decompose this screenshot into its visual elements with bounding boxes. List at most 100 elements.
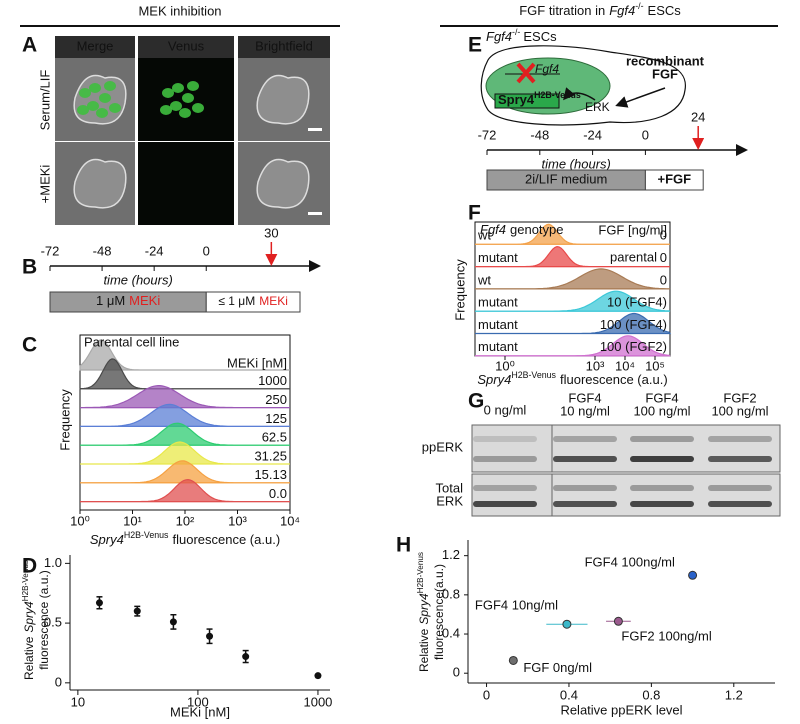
time-tick-label: -24 — [145, 243, 164, 258]
phase-bar — [49, 291, 207, 313]
blot-band — [473, 485, 537, 491]
legend-label: 125 — [265, 411, 287, 426]
blot-band — [553, 436, 617, 442]
reporter-label-part: Spry4 — [498, 92, 535, 107]
row-genotype: wt — [477, 228, 491, 243]
section-title-part: ESCs — [648, 3, 682, 18]
y-axis-label: Relative Spry4H2B-Venus — [416, 552, 432, 672]
nucleus — [182, 93, 194, 103]
blot-band — [553, 456, 617, 462]
fgf-header: FGF [ng/ml] — [598, 222, 667, 237]
gene-label: Fgf4 — [535, 62, 559, 76]
ligand-arrow — [615, 87, 666, 108]
x-tick-label: 0.4 — [560, 687, 578, 702]
x-tick-label: 10³ — [228, 513, 247, 528]
blot-band — [473, 436, 537, 442]
panel-letter: A — [22, 34, 37, 57]
section-title-part: FGF titration in — [519, 3, 605, 18]
cell-outline — [256, 74, 310, 125]
lane-label: FGF4 — [568, 390, 601, 405]
row-fgf: 0 — [660, 272, 667, 287]
x-axis-label: Spry4H2B-Venus fluorescence (a.u.) — [477, 370, 667, 387]
nucleus — [179, 108, 191, 118]
legend-label: 250 — [265, 392, 287, 407]
section-title-part: Fgf4 — [609, 3, 635, 18]
point-label: FGF 0ng/ml — [523, 660, 592, 675]
cell-outline — [256, 158, 310, 209]
row-fgf: 100 (FGF4) — [600, 317, 667, 332]
section-title: FGF titration in Fgf4-/- ESCs — [519, 1, 681, 18]
nucleus — [96, 108, 108, 118]
y-tick-label: 0.5 — [44, 615, 62, 630]
scale-bar — [308, 212, 322, 215]
nucleus — [187, 81, 199, 91]
x-tick-label: 10³ — [586, 358, 605, 373]
time-marker-label: 30 — [264, 225, 278, 240]
x-tick-label: 10¹ — [123, 513, 142, 528]
column-header-bg — [55, 36, 135, 58]
x-tick-label: 10⁰ — [70, 513, 90, 528]
blot-band — [473, 501, 537, 507]
x-tick-label: 10⁵ — [645, 358, 665, 373]
y-tick-label: 0 — [55, 674, 62, 689]
x-tick-label: 1000 — [303, 694, 332, 709]
panel-letter: E — [468, 34, 482, 57]
time-tick-label: 0 — [642, 127, 649, 142]
blot-band — [630, 436, 694, 442]
data-point — [613, 616, 623, 626]
data-point — [169, 618, 177, 626]
cell-label: Fgf4-/- ESCs — [486, 27, 557, 44]
phase-label: 1 μM MEKi — [96, 293, 160, 308]
panel-letter: D — [22, 555, 37, 578]
panel-letter: G — [468, 390, 484, 413]
phase-label: ≤ 1 μM MEKi — [218, 294, 288, 308]
nucleus — [104, 81, 116, 91]
y-axis-label-part: Spry4 — [22, 601, 36, 633]
y-axis-label-part: Relative — [417, 628, 431, 672]
lane-label: FGF4 — [645, 390, 678, 405]
lane-label: 100 ng/ml — [711, 403, 768, 418]
legend-label: 62.5 — [262, 430, 287, 445]
x-tick-label: 1.2 — [725, 687, 743, 702]
deletion-mark — [516, 62, 536, 84]
blot-band — [708, 436, 772, 442]
axis-label: time (hours) — [542, 156, 611, 171]
time-tick-label: -24 — [583, 127, 602, 142]
reporter-label-part: H2B-Venus — [534, 90, 581, 100]
data-point — [95, 599, 103, 607]
row-genotype: mutant — [478, 317, 518, 332]
phase-label-part: 1 μM — [96, 293, 125, 308]
phase-label-part: MEKi — [259, 294, 288, 308]
row-fgf: 100 (FGF2) — [600, 339, 667, 354]
histogram — [475, 268, 671, 290]
y-axis-label-part: H2B-Venus — [416, 552, 425, 593]
row-fgf: 0 — [660, 228, 667, 243]
data-point — [242, 653, 250, 661]
y-axis-label: fluorescence(a.u.) — [432, 564, 446, 660]
point-label: FGF2 100ng/ml — [621, 629, 711, 644]
scale-bar — [308, 128, 322, 131]
panel-letter: H — [396, 534, 411, 557]
data-point — [562, 619, 572, 629]
column-header-bg — [138, 36, 234, 58]
blot — [471, 424, 553, 473]
y-tick-label: 0.4 — [442, 625, 460, 640]
x-tick-label: 10 — [71, 694, 85, 709]
genotype-header-part: Fgf4 — [480, 222, 506, 237]
blot-row-label: ppERK — [422, 439, 464, 454]
annotation: parental — [610, 249, 657, 264]
cell-label-part: -/- — [512, 27, 520, 37]
blot-band — [630, 456, 694, 462]
time-tick-label: 0 — [203, 243, 210, 258]
blot-band — [553, 485, 617, 491]
x-axis-label-part: fluorescence (a.u.) — [172, 532, 280, 547]
blot — [551, 424, 781, 473]
lane-label: 100 ng/ml — [633, 403, 690, 418]
legend-label: 15.13 — [254, 467, 287, 482]
kinase-label: ERK — [585, 100, 610, 114]
genotype-header: Fgf4 genotype — [480, 222, 564, 237]
cell-label-part: Fgf4 — [486, 29, 512, 44]
reporter-label: Spry4H2B-Venus — [498, 90, 581, 107]
nucleus — [192, 103, 204, 113]
row-genotype: mutant — [478, 295, 518, 310]
